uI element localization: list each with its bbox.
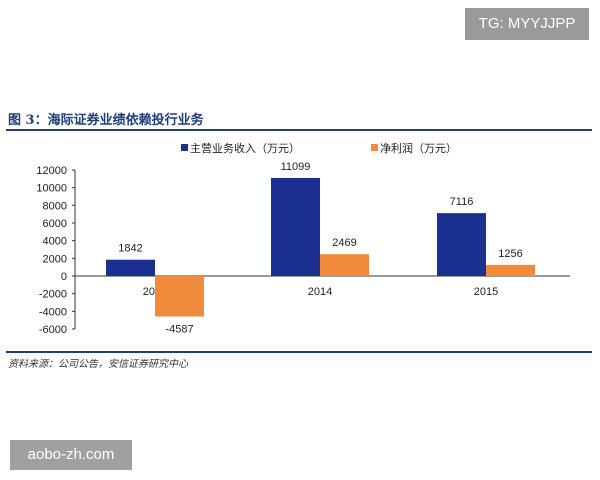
bar-net-profit <box>486 264 535 276</box>
y-tick-label: -2000 <box>39 289 67 301</box>
y-tick-label: 10000 <box>36 183 67 195</box>
legend-label: 主营业务收入（万元） <box>190 141 300 155</box>
source-rule <box>6 351 592 353</box>
y-tick-label: 8000 <box>43 200 67 212</box>
watermark-top: TG: MYYJJPP <box>465 8 589 40</box>
y-tick-label: -4000 <box>39 306 67 318</box>
bar-net-profit <box>155 276 204 317</box>
watermark-bottom: aobo-zh.com <box>10 440 132 470</box>
y-tick-label: 12000 <box>36 165 67 177</box>
legend-swatch <box>371 144 378 151</box>
x-tick-label: 2015 <box>474 286 498 298</box>
x-tick-label: 2014 <box>308 286 332 298</box>
data-label: 1842 <box>118 243 142 255</box>
bar-revenue <box>271 177 320 276</box>
legend-label: 净利润（万元） <box>380 141 457 155</box>
data-label: 1256 <box>498 248 522 260</box>
legend-swatch <box>181 144 188 151</box>
title-rule <box>6 129 592 131</box>
figure-title: 图 3：海际证券业绩依赖投行业务 <box>8 113 204 128</box>
source-note: 资料来源：公司公告，安信证券研究中心 <box>8 359 188 370</box>
data-label: 11099 <box>281 161 311 173</box>
y-tick-label: 0 <box>61 271 67 283</box>
data-label: 7116 <box>450 196 474 208</box>
bar-revenue <box>437 213 486 276</box>
y-tick-label: 4000 <box>43 236 67 248</box>
bar-revenue <box>106 259 155 276</box>
y-tick-label: -6000 <box>39 324 67 336</box>
y-tick-label: 2000 <box>43 253 67 265</box>
bar-net-profit <box>320 254 369 276</box>
y-tick-label: 6000 <box>43 218 67 230</box>
data-label: 2469 <box>332 237 356 249</box>
data-label: -4587 <box>165 324 193 336</box>
